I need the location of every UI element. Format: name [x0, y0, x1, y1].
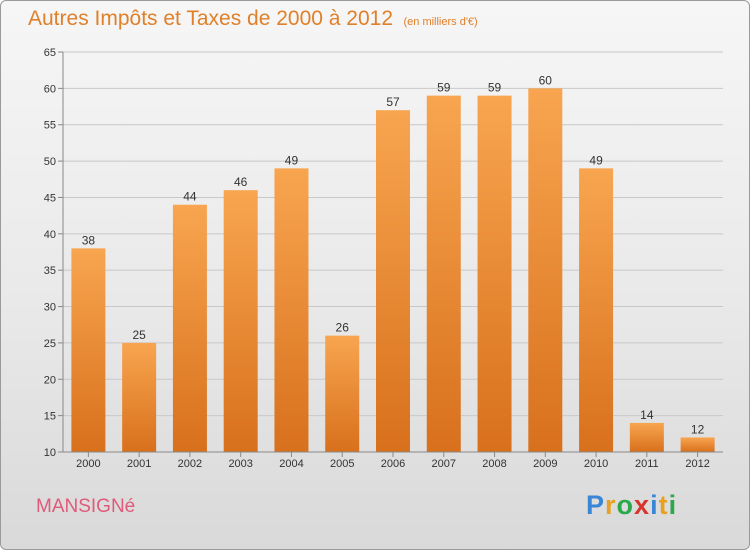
- bar-value-label: 59: [437, 81, 451, 95]
- commune-name: MANSIGNé: [36, 496, 136, 517]
- x-tick-label: 2001: [127, 458, 151, 470]
- bar-2003[interactable]: [223, 190, 258, 452]
- proxiti-logo[interactable]: Proxiti: [586, 490, 677, 521]
- chart-title-unit: (en milliers d'€): [403, 16, 478, 28]
- x-tick-label: 2003: [228, 458, 252, 470]
- y-tick-label: 55: [44, 120, 56, 132]
- y-tick-label: 15: [44, 411, 56, 423]
- bar-2008[interactable]: [477, 95, 512, 453]
- bar-value-label: 59: [488, 81, 502, 95]
- bars: 38 25 44 46 49 26 57 59 59 60 49 14 12: [71, 73, 715, 453]
- y-tick-label: 45: [44, 192, 56, 204]
- bar-value-label: 46: [234, 175, 248, 189]
- logo-letter: P: [586, 490, 606, 520]
- logo-letter: r: [605, 490, 617, 520]
- x-axis: 2000 2001 2002 2003 2004 2005 2006 2007 2008 2009…: [63, 451, 723, 470]
- logo-letter: i: [650, 490, 659, 520]
- y-tick-label: 60: [44, 83, 56, 95]
- bar-2000[interactable]: [71, 248, 106, 452]
- bar-value-label: 57: [386, 95, 400, 109]
- bar-value-label: 60: [539, 73, 553, 87]
- x-tick-label: 2009: [533, 458, 557, 470]
- logo-letter: t: [658, 490, 669, 520]
- y-tick-label: 50: [44, 156, 56, 168]
- y-tick-label: 35: [44, 265, 56, 277]
- chart-title-main: Autres Impôts et Taxes de 2000 à 2012: [28, 7, 394, 30]
- x-tick-label: 2005: [330, 458, 354, 470]
- y-tick-label: 40: [44, 229, 56, 241]
- y-tick-label: 10: [44, 447, 56, 459]
- bar-2007[interactable]: [426, 95, 461, 453]
- bar-value-label: 26: [336, 321, 350, 335]
- x-tick-label: 2012: [685, 458, 709, 470]
- bar-value-label: 44: [183, 190, 197, 204]
- chart-title: Autres Impôts et Taxes de 2000 à 2012 (e…: [28, 7, 478, 31]
- bar-value-label: 49: [589, 153, 603, 167]
- x-tick-label: 2007: [432, 458, 456, 470]
- bar-value-label: 49: [285, 153, 299, 167]
- x-tick-label: 2002: [178, 458, 202, 470]
- y-tick-label: 20: [44, 374, 56, 386]
- x-tick-label: 2000: [76, 458, 100, 470]
- x-tick-label: 2006: [381, 458, 405, 470]
- y-tick-label: 25: [44, 338, 56, 350]
- logo-letter: x: [634, 490, 651, 520]
- x-tick-label: 2008: [482, 458, 506, 470]
- bar-2002[interactable]: [172, 204, 207, 452]
- y-tick-label: 30: [44, 302, 56, 314]
- bar-2010[interactable]: [579, 168, 614, 452]
- x-tick-label: 2010: [584, 458, 608, 470]
- bar-2001[interactable]: [122, 342, 157, 452]
- bar-2012[interactable]: [680, 437, 715, 452]
- y-tick-label: 65: [44, 47, 56, 59]
- bar-value-label: 25: [132, 328, 146, 342]
- bar-value-label: 38: [82, 233, 96, 247]
- bar-2011[interactable]: [629, 422, 664, 452]
- bar-2009[interactable]: [528, 88, 563, 452]
- x-tick-label: 2011: [635, 458, 659, 470]
- logo-letter: i: [668, 490, 678, 520]
- logo-letter: o: [616, 490, 635, 520]
- bar-2004[interactable]: [274, 168, 309, 452]
- y-axis: 10 15 20 25 30 35 40 45 50 55 60 65: [44, 47, 64, 459]
- bar-2005[interactable]: [325, 335, 360, 452]
- bar-value-label: 14: [640, 408, 654, 422]
- bar-2006[interactable]: [376, 110, 410, 452]
- x-tick-label: 2004: [279, 458, 303, 470]
- bar-value-label: 12: [691, 422, 705, 436]
